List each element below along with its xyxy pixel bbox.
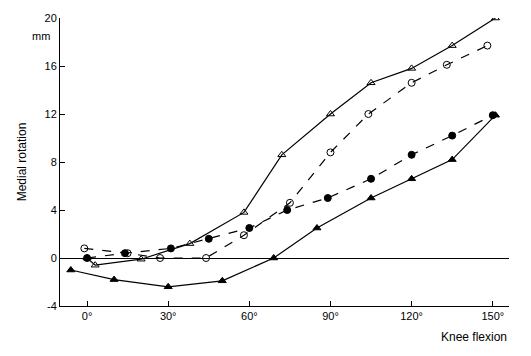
svg-text:30°: 30° [160, 310, 177, 322]
svg-text:Knee flexion: Knee flexion [441, 330, 507, 344]
svg-text:12: 12 [45, 108, 57, 120]
svg-text:Medial rotation: Medial rotation [15, 123, 29, 202]
svg-text:-4: -4 [47, 300, 57, 312]
svg-text:mm: mm [32, 30, 50, 42]
svg-text:16: 16 [45, 60, 57, 72]
svg-text:0°: 0° [82, 310, 93, 322]
svg-text:8: 8 [51, 156, 57, 168]
svg-text:150°: 150° [481, 310, 504, 322]
svg-text:60°: 60° [241, 310, 258, 322]
svg-text:90°: 90° [322, 310, 339, 322]
svg-text:0: 0 [51, 252, 57, 264]
svg-text:20: 20 [45, 12, 57, 24]
svg-text:4: 4 [51, 204, 57, 216]
svg-text:120°: 120° [400, 310, 423, 322]
